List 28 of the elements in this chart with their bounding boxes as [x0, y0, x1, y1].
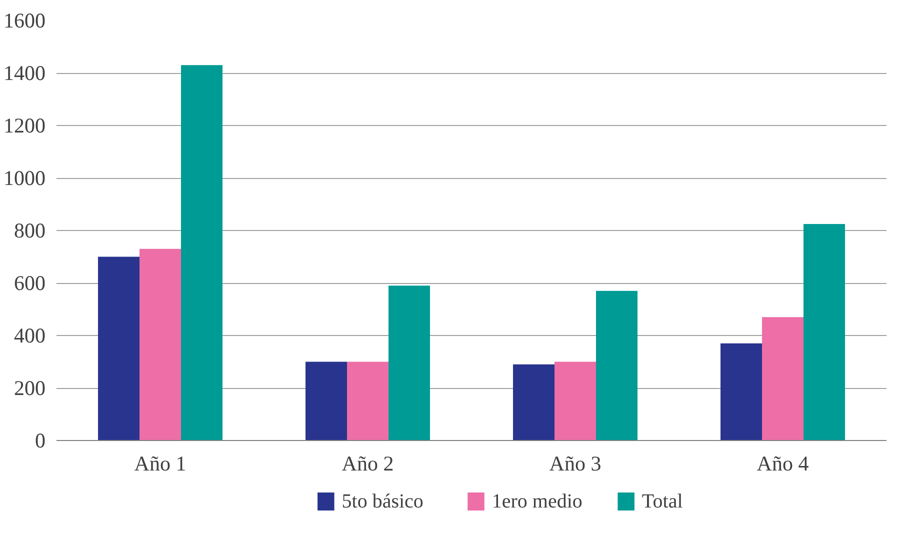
- y-tick-label: 200: [14, 376, 46, 400]
- bar: [720, 343, 762, 440]
- bar: [804, 224, 845, 440]
- x-tick-label: Año 1: [134, 452, 186, 476]
- y-tick-label: 800: [14, 218, 46, 242]
- bar: [513, 364, 554, 440]
- legend-label: 5to básico: [342, 490, 424, 512]
- x-tick-label: Año 4: [756, 452, 810, 476]
- bar: [596, 290, 638, 440]
- y-tick-label: 1000: [4, 166, 46, 190]
- x-tick-label: Año 3: [549, 452, 602, 476]
- bar: [347, 362, 388, 440]
- y-tick-label: 1200: [4, 114, 46, 138]
- bar: [306, 362, 347, 440]
- bar: [140, 248, 181, 440]
- y-tick-label: 600: [14, 271, 46, 295]
- y-tick-label: 1600: [4, 8, 46, 32]
- bar: [762, 317, 804, 440]
- x-tick-label: Año 2: [342, 452, 394, 476]
- legend-label: 1ero medio: [492, 490, 582, 512]
- y-tick-label: 0: [35, 428, 46, 452]
- bar: [181, 65, 222, 440]
- y-tick-label: 400: [14, 324, 46, 348]
- bar: [388, 286, 430, 440]
- bar: [98, 256, 140, 440]
- legend-label: Total: [642, 490, 684, 512]
- bar: [554, 362, 596, 440]
- y-tick-label: 1400: [4, 61, 46, 85]
